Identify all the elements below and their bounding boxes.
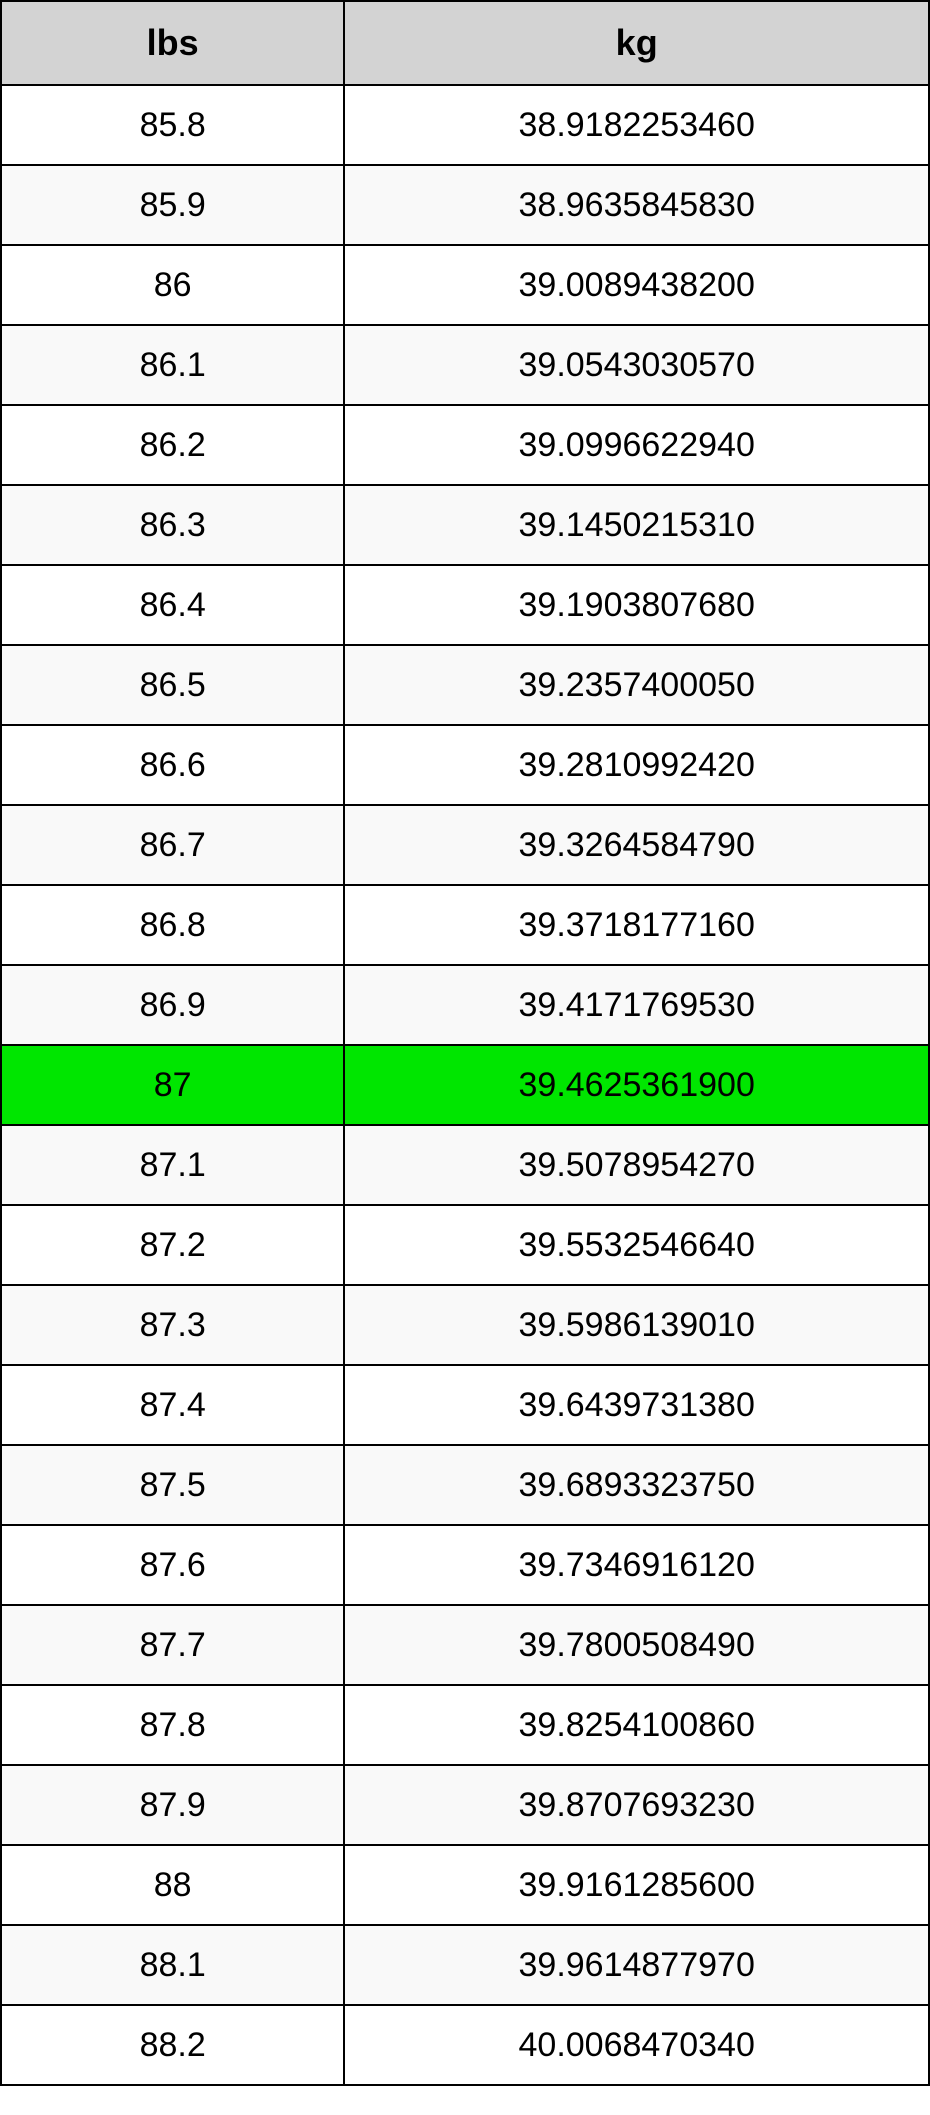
table-row: 86.739.3264584790: [1, 805, 929, 885]
table-row: 85.938.9635845830: [1, 165, 929, 245]
conversion-table: lbs kg 85.838.918225346085.938.963584583…: [0, 0, 930, 2086]
cell-kg: 39.7800508490: [344, 1605, 929, 1685]
table-row: 88.240.0068470340: [1, 2005, 929, 2085]
cell-lbs: 86.9: [1, 965, 344, 1045]
cell-kg: 39.1903807680: [344, 565, 929, 645]
table-row: 86.639.2810992420: [1, 725, 929, 805]
cell-lbs: 86.3: [1, 485, 344, 565]
table-row: 87.339.5986139010: [1, 1285, 929, 1365]
cell-kg: 39.8707693230: [344, 1765, 929, 1845]
cell-kg: 39.3718177160: [344, 885, 929, 965]
cell-kg: 39.4171769530: [344, 965, 929, 1045]
cell-kg: 38.9635845830: [344, 165, 929, 245]
cell-kg: 39.5532546640: [344, 1205, 929, 1285]
cell-lbs: 86.8: [1, 885, 344, 965]
table-row: 8839.9161285600: [1, 1845, 929, 1925]
cell-lbs: 86.6: [1, 725, 344, 805]
cell-lbs: 87.3: [1, 1285, 344, 1365]
column-header-lbs: lbs: [1, 1, 344, 85]
table-row: 87.739.7800508490: [1, 1605, 929, 1685]
cell-kg: 39.9161285600: [344, 1845, 929, 1925]
cell-lbs: 88: [1, 1845, 344, 1925]
table-row: 86.439.1903807680: [1, 565, 929, 645]
column-header-kg: kg: [344, 1, 929, 85]
cell-lbs: 87.7: [1, 1605, 344, 1685]
cell-lbs: 87.5: [1, 1445, 344, 1525]
cell-lbs: 88.2: [1, 2005, 344, 2085]
cell-kg: 39.9614877970: [344, 1925, 929, 2005]
cell-lbs: 87.9: [1, 1765, 344, 1845]
cell-kg: 39.0543030570: [344, 325, 929, 405]
cell-lbs: 87: [1, 1045, 344, 1125]
table-row: 86.239.0996622940: [1, 405, 929, 485]
cell-kg: 39.6893323750: [344, 1445, 929, 1525]
table-body: 85.838.918225346085.938.96358458308639.0…: [1, 85, 929, 2085]
cell-kg: 39.4625361900: [344, 1045, 929, 1125]
cell-kg: 39.5078954270: [344, 1125, 929, 1205]
cell-kg: 39.5986139010: [344, 1285, 929, 1365]
cell-kg: 39.1450215310: [344, 485, 929, 565]
table-row: 87.239.5532546640: [1, 1205, 929, 1285]
cell-kg: 40.0068470340: [344, 2005, 929, 2085]
cell-lbs: 86.2: [1, 405, 344, 485]
cell-kg: 39.7346916120: [344, 1525, 929, 1605]
table-row: 87.939.8707693230: [1, 1765, 929, 1845]
table-row: 88.139.9614877970: [1, 1925, 929, 2005]
table-row: 86.339.1450215310: [1, 485, 929, 565]
cell-lbs: 87.2: [1, 1205, 344, 1285]
cell-lbs: 86.5: [1, 645, 344, 725]
cell-lbs: 87.1: [1, 1125, 344, 1205]
table-row: 8739.4625361900: [1, 1045, 929, 1125]
cell-kg: 39.8254100860: [344, 1685, 929, 1765]
table-row: 86.839.3718177160: [1, 885, 929, 965]
table-row: 85.838.9182253460: [1, 85, 929, 165]
table-row: 87.839.8254100860: [1, 1685, 929, 1765]
table-row: 87.139.5078954270: [1, 1125, 929, 1205]
cell-kg: 39.6439731380: [344, 1365, 929, 1445]
cell-lbs: 87.8: [1, 1685, 344, 1765]
cell-kg: 38.9182253460: [344, 85, 929, 165]
cell-kg: 39.0089438200: [344, 245, 929, 325]
table-header-row: lbs kg: [1, 1, 929, 85]
cell-lbs: 85.9: [1, 165, 344, 245]
table-row: 87.639.7346916120: [1, 1525, 929, 1605]
table-row: 86.939.4171769530: [1, 965, 929, 1045]
table-row: 87.439.6439731380: [1, 1365, 929, 1445]
table-row: 86.539.2357400050: [1, 645, 929, 725]
cell-lbs: 87.6: [1, 1525, 344, 1605]
cell-kg: 39.2357400050: [344, 645, 929, 725]
cell-lbs: 87.4: [1, 1365, 344, 1445]
table-row: 8639.0089438200: [1, 245, 929, 325]
cell-lbs: 85.8: [1, 85, 344, 165]
cell-lbs: 86.7: [1, 805, 344, 885]
table-row: 87.539.6893323750: [1, 1445, 929, 1525]
cell-lbs: 86.1: [1, 325, 344, 405]
cell-lbs: 88.1: [1, 1925, 344, 2005]
cell-lbs: 86.4: [1, 565, 344, 645]
table-row: 86.139.0543030570: [1, 325, 929, 405]
cell-kg: 39.0996622940: [344, 405, 929, 485]
cell-kg: 39.3264584790: [344, 805, 929, 885]
cell-lbs: 86: [1, 245, 344, 325]
cell-kg: 39.2810992420: [344, 725, 929, 805]
